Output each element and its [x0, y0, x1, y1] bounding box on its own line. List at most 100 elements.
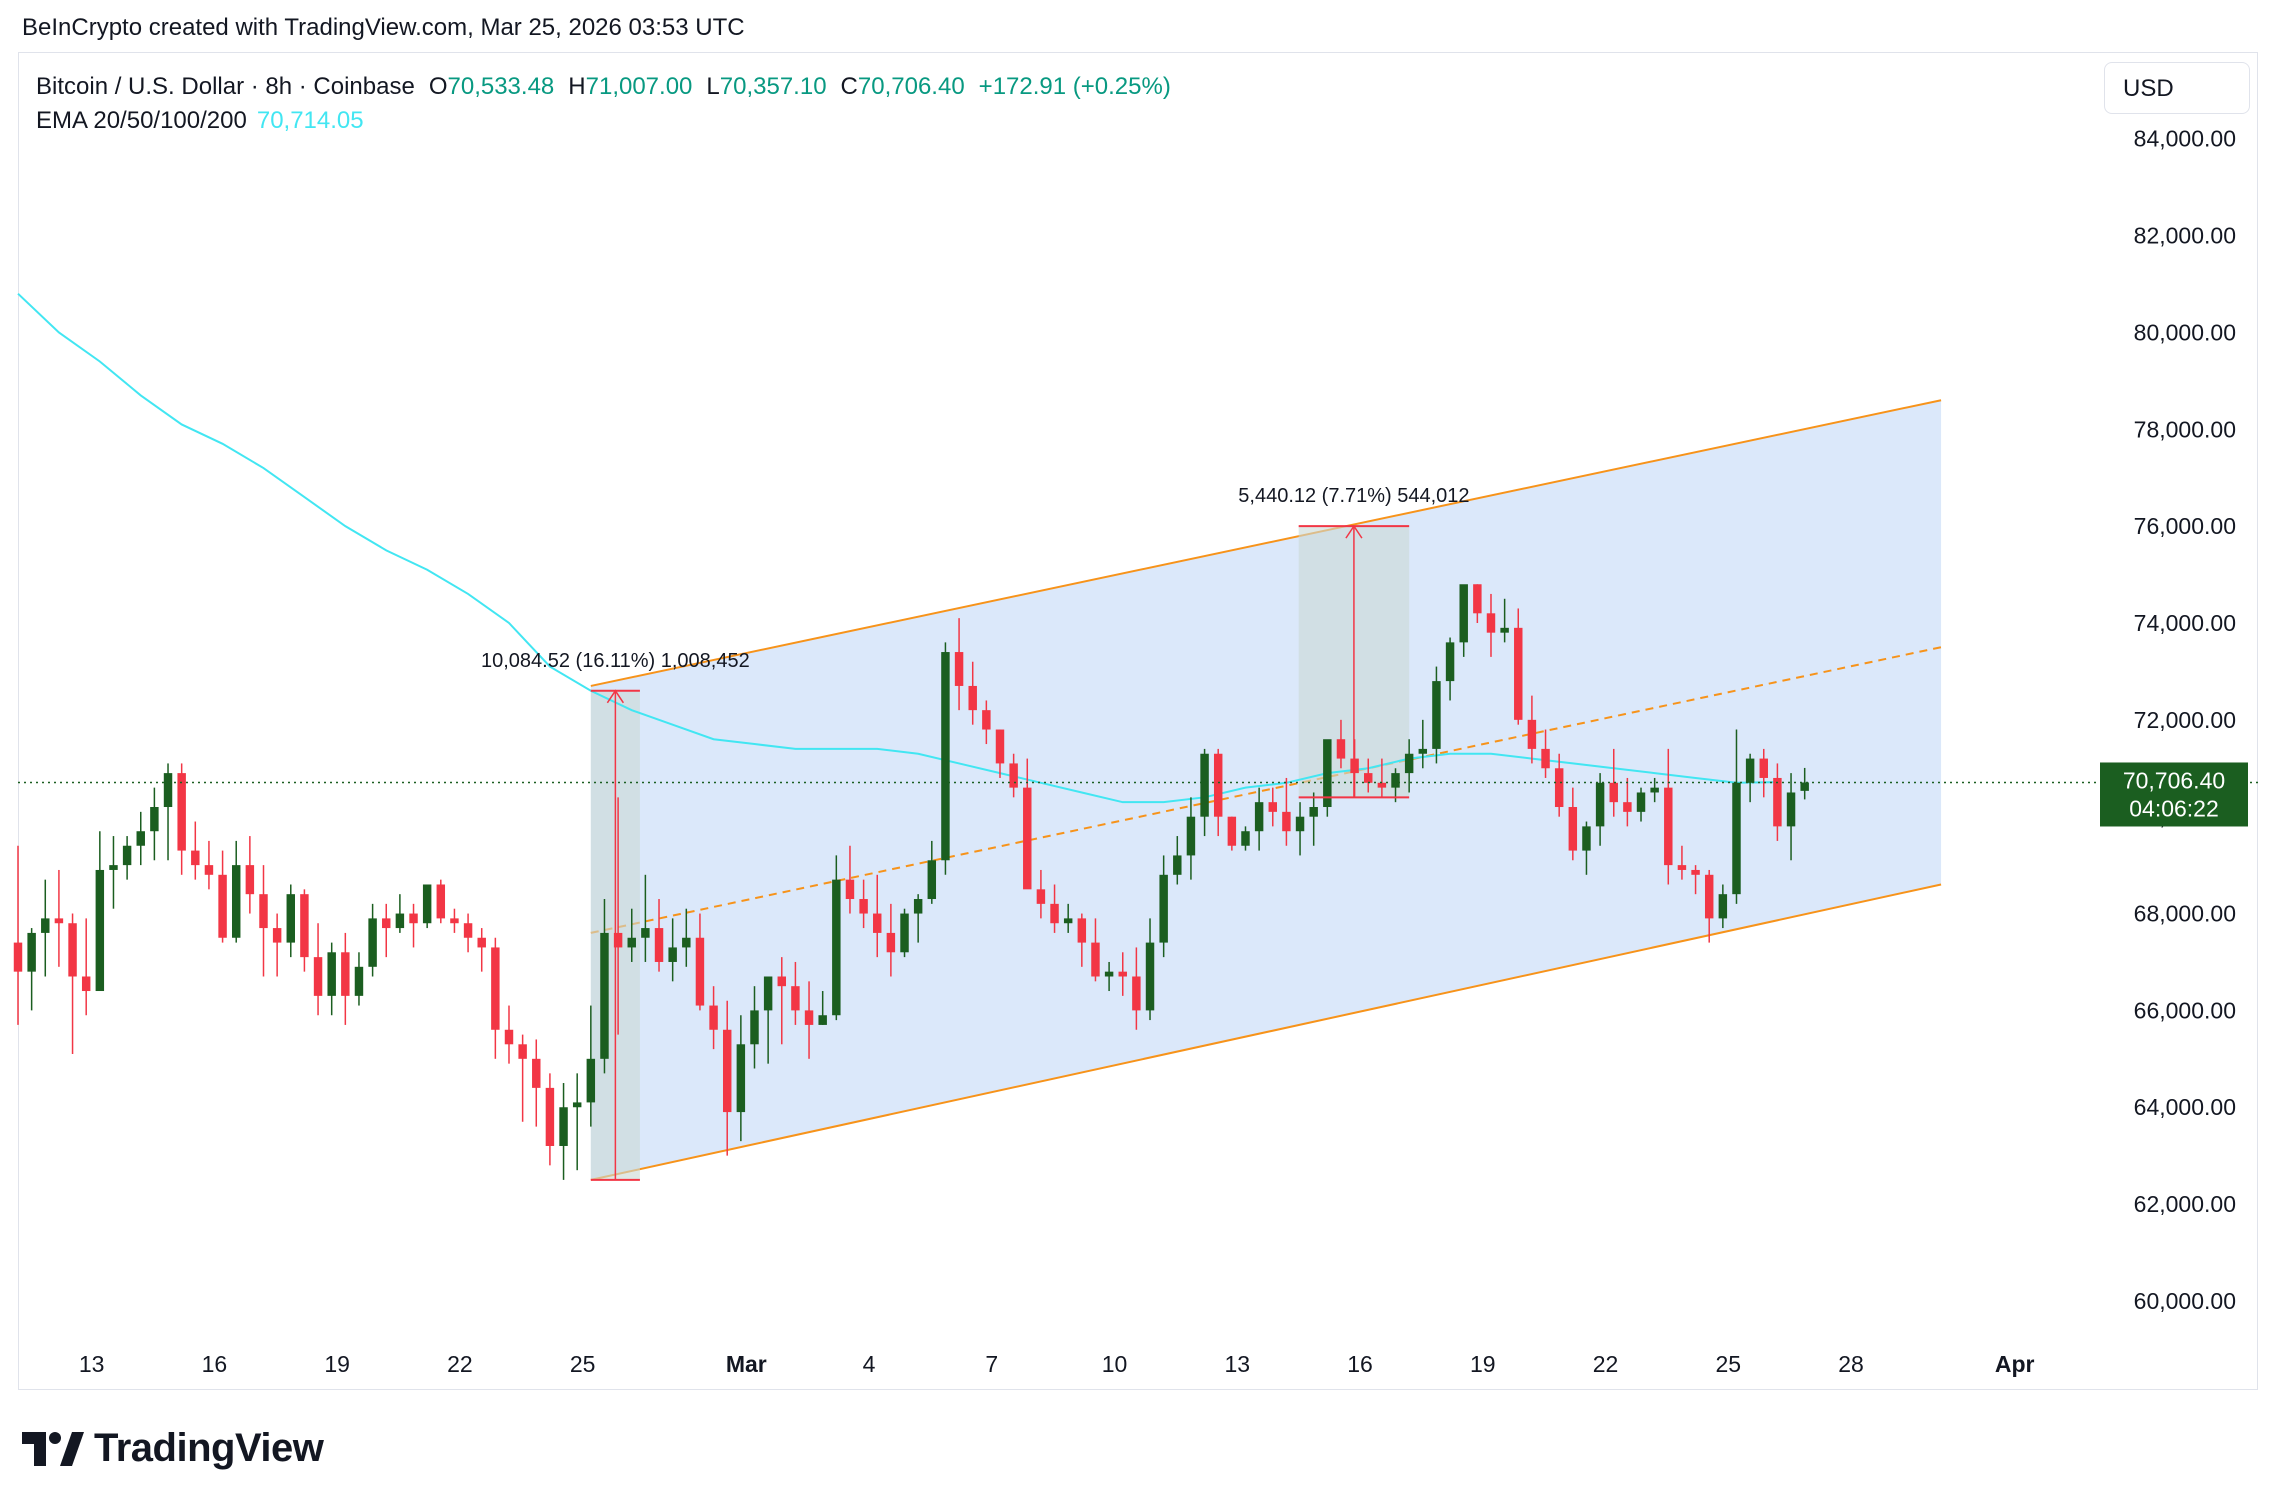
- candle-body: [177, 773, 186, 851]
- channel-layer: [590, 399, 1942, 1181]
- candle-body: [518, 1044, 527, 1059]
- legend-ema-row: EMA 20/50/100/200 70,714.05: [36, 104, 1171, 138]
- chart-frame: [18, 52, 2258, 1390]
- ema-layer: [17, 292, 1778, 804]
- candle-body: [300, 894, 309, 958]
- candle-body: [150, 807, 159, 832]
- candle-body: [1023, 787, 1032, 890]
- candle-body: [491, 947, 500, 1030]
- time-tick-label: 22: [1593, 1351, 1619, 1377]
- candle-body: [163, 773, 173, 808]
- candle-body: [1254, 802, 1264, 832]
- candle-body: [1568, 807, 1578, 851]
- candle-body: [1364, 773, 1373, 783]
- candle-body: [709, 1005, 718, 1030]
- candle-body: [136, 831, 145, 846]
- candle-body: [109, 865, 118, 870]
- price-tick-label: 78,000.00: [2134, 416, 2236, 442]
- candle-body: [777, 976, 786, 987]
- candle-body: [68, 923, 77, 977]
- candle-body: [477, 937, 486, 948]
- candle-body: [1541, 748, 1550, 769]
- price-tick-label: 66,000.00: [2134, 997, 2236, 1023]
- price-tick-label: 74,000.00: [2134, 610, 2236, 636]
- price-axis: 60,000.00 62,000.00 64,000.00 66,000.00 68,0…: [2134, 126, 2236, 1314]
- candle-body: [1295, 816, 1305, 832]
- candle-body: [1704, 874, 1714, 919]
- candle-body: [1104, 971, 1114, 977]
- candle-body: [354, 966, 364, 996]
- candle-body: [1050, 903, 1059, 924]
- tradingview-logo-text: TradingView: [94, 1426, 324, 1470]
- candle-body: [231, 865, 241, 938]
- candle-body: [1309, 807, 1318, 817]
- measure-arrow-head: [1345, 524, 1363, 539]
- candle-body: [422, 884, 432, 924]
- candle-body: [272, 928, 282, 943]
- legend-symbol[interactable]: Bitcoin / U.S. Dollar · 8h · Coinbase: [36, 73, 415, 100]
- candle-body: [1759, 758, 1768, 778]
- candle-body: [572, 1102, 582, 1108]
- time-tick-label: 19: [1470, 1351, 1496, 1377]
- candle-body: [463, 923, 473, 938]
- candle-body: [804, 1010, 814, 1025]
- candle-body: [1118, 971, 1127, 977]
- candle-body: [1009, 763, 1018, 788]
- candle-body: [54, 918, 64, 924]
- candle-body: [1377, 782, 1387, 788]
- candle-body: [1063, 918, 1073, 924]
- candle-body: [968, 685, 977, 711]
- candle-body: [1636, 792, 1646, 812]
- legend-close: C70,706.40: [840, 73, 965, 100]
- candle-body: [1404, 753, 1414, 774]
- tradingview-logo[interactable]: TradingView: [22, 1426, 324, 1471]
- candle-body: [1445, 642, 1455, 682]
- time-tick-label: 7: [985, 1351, 998, 1377]
- candle-body: [1623, 802, 1632, 812]
- price-tick-label: 64,000.00: [2134, 1094, 2236, 1120]
- time-tick-label: 13: [79, 1351, 105, 1377]
- candle-body: [1582, 826, 1591, 851]
- time-tick-label: 25: [1716, 1351, 1742, 1377]
- candle-body: [613, 932, 623, 948]
- candle-body: [327, 952, 336, 996]
- candle-body: [900, 913, 909, 953]
- ema-200-line: [17, 292, 1778, 804]
- legend-ohlc-row: Bitcoin / U.S. Dollar · 8h · Coinbase O7…: [36, 70, 1171, 104]
- candle-body: [81, 976, 91, 992]
- candle-body: [1800, 782, 1809, 791]
- time-tick-label: 22: [447, 1351, 473, 1377]
- legend-ema-label[interactable]: EMA 20/50/100/200: [36, 107, 247, 134]
- candle-body: [1650, 787, 1659, 793]
- candle-body: [409, 913, 418, 924]
- candle-body: [1773, 777, 1782, 827]
- candle-body: [27, 932, 36, 972]
- candle-body: [954, 652, 964, 686]
- candle-body: [1554, 768, 1564, 808]
- candle-body: [1145, 942, 1155, 1011]
- time-tick-label: 25: [570, 1351, 596, 1377]
- price-tick-label: 60,000.00: [2134, 1288, 2236, 1314]
- time-tick-label: Mar: [726, 1351, 767, 1377]
- candle-body: [504, 1029, 514, 1045]
- candle-body: [1500, 627, 1509, 633]
- candle-body: [982, 710, 991, 730]
- candle-body: [218, 874, 227, 938]
- candle-body: [559, 1107, 568, 1146]
- price-tick-label: 80,000.00: [2134, 319, 2236, 345]
- candle-body: [545, 1087, 555, 1146]
- candles-layer: [13, 584, 1809, 1180]
- candle-body: [736, 1044, 746, 1113]
- candle-body: [695, 937, 705, 1006]
- candle-body: [1186, 816, 1196, 856]
- candle-body: [1077, 918, 1087, 943]
- chart-credit: BeInCrypto created with TradingView.com,…: [22, 14, 745, 41]
- candle-body: [791, 986, 800, 1011]
- price-tick-label: 62,000.00: [2134, 1191, 2236, 1217]
- currency-button[interactable]: USD: [2104, 62, 2250, 114]
- candle-body: [122, 845, 132, 866]
- candle-body: [1227, 816, 1237, 846]
- legend-high: H71,007.00: [568, 73, 693, 100]
